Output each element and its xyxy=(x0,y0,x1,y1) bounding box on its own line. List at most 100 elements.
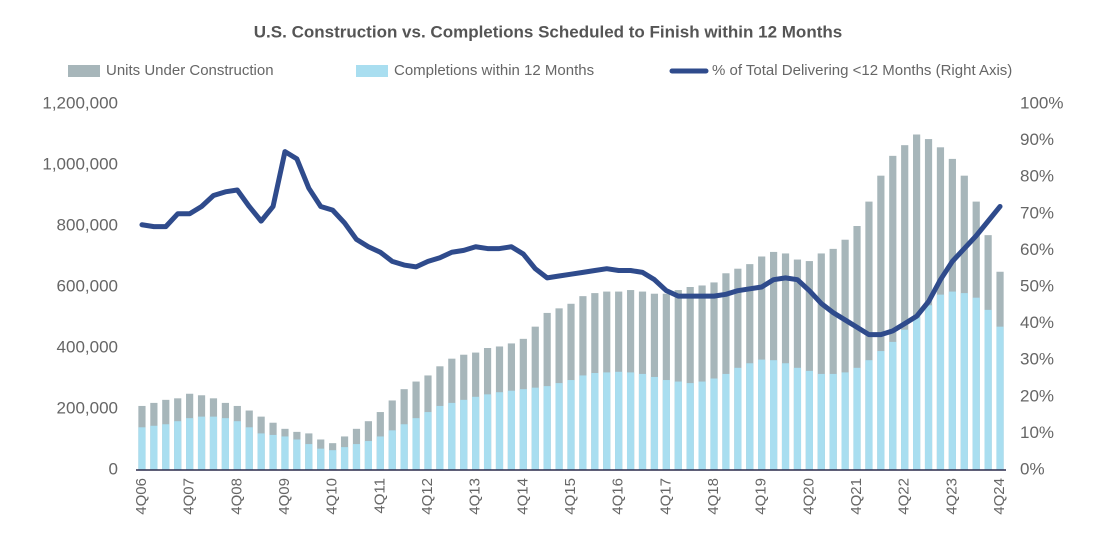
bar xyxy=(972,297,980,470)
bar xyxy=(281,436,289,470)
bar xyxy=(924,305,933,470)
y-tick-label: 0 xyxy=(109,459,118,478)
y2-tick-label: 50% xyxy=(1020,276,1054,295)
bar xyxy=(722,273,730,470)
y2-tick-label: 80% xyxy=(1020,167,1054,186)
bar xyxy=(948,291,956,470)
x-tick-label: 4Q11 xyxy=(371,478,388,514)
bar xyxy=(793,259,802,470)
bar xyxy=(722,373,730,470)
bar xyxy=(686,287,694,470)
legend-swatch xyxy=(356,65,388,77)
x-tick-label: 4Q20 xyxy=(800,478,817,515)
bar xyxy=(543,386,551,470)
y2-tick-label: 100% xyxy=(1020,93,1063,112)
bar xyxy=(781,363,790,470)
bar xyxy=(317,448,325,470)
y-tick-label: 800,000 xyxy=(57,215,118,234)
bar xyxy=(197,416,206,470)
bar xyxy=(174,421,182,470)
y2-tick-label: 40% xyxy=(1020,313,1054,332)
bar xyxy=(436,405,444,470)
bar xyxy=(507,390,516,470)
bar xyxy=(853,367,861,470)
x-tick-label: 4Q09 xyxy=(276,478,293,515)
y-tick-label: 200,000 xyxy=(57,398,118,417)
bar xyxy=(901,145,909,471)
bar xyxy=(531,387,539,470)
bar xyxy=(674,381,682,470)
bar xyxy=(793,367,802,470)
bar xyxy=(352,444,361,470)
x-tick-label: 4Q07 xyxy=(181,478,198,515)
bar xyxy=(186,418,194,470)
bar xyxy=(472,396,480,470)
bar xyxy=(591,373,599,470)
y2-tick-label: 30% xyxy=(1020,350,1054,369)
bar xyxy=(829,373,837,470)
legend-swatch xyxy=(68,65,100,77)
bar xyxy=(329,450,337,470)
bar xyxy=(579,375,587,470)
line xyxy=(139,149,1003,338)
bar xyxy=(638,373,647,470)
bar xyxy=(877,351,885,470)
bar xyxy=(233,421,241,470)
bar xyxy=(698,381,706,470)
bar xyxy=(138,427,146,470)
bar xyxy=(293,439,301,470)
bar xyxy=(519,389,527,470)
bar xyxy=(412,418,420,470)
bar xyxy=(781,253,790,470)
bar xyxy=(889,155,897,470)
bar xyxy=(567,380,575,470)
bar xyxy=(865,360,873,470)
bar xyxy=(603,372,611,470)
bar xyxy=(150,425,158,470)
bar xyxy=(913,317,921,470)
bar xyxy=(257,433,265,470)
x-tick-label: 4Q24 xyxy=(991,478,1008,515)
bar xyxy=(841,372,849,470)
x-tick-label: 4Q08 xyxy=(228,478,245,515)
x-tick-label: 4Q13 xyxy=(467,478,484,515)
y2-tick-label: 70% xyxy=(1020,203,1054,222)
bar xyxy=(388,430,396,470)
bar xyxy=(305,444,313,470)
bar xyxy=(829,248,837,470)
y-tick-label: 1,200,000 xyxy=(42,93,118,112)
bar xyxy=(340,447,349,470)
bar xyxy=(221,418,229,470)
bar xyxy=(996,326,1004,470)
bar xyxy=(936,294,945,470)
y2-tick-label: 90% xyxy=(1020,130,1054,149)
bar xyxy=(805,370,813,470)
bar xyxy=(913,134,921,470)
x-tick-label: 4Q22 xyxy=(896,478,913,515)
bar xyxy=(960,293,968,470)
bar xyxy=(376,436,384,470)
bar xyxy=(555,383,563,470)
y-tick-label: 1,000,000 xyxy=(42,154,118,173)
bar xyxy=(424,412,432,470)
bar xyxy=(495,392,504,470)
bar xyxy=(615,371,623,470)
bar xyxy=(889,341,897,470)
x-tick-label: 4Q14 xyxy=(514,478,531,515)
y2-tick-label: 0% xyxy=(1020,459,1045,478)
bar xyxy=(626,372,635,470)
bar xyxy=(984,309,992,470)
x-tick-label: 4Q17 xyxy=(657,478,674,515)
bar xyxy=(245,427,253,470)
x-tick-label: 4Q19 xyxy=(753,478,770,515)
bar xyxy=(269,434,277,470)
x-tick-label: 4Q12 xyxy=(419,478,436,515)
bar xyxy=(400,424,408,470)
legend-label: Units Under Construction xyxy=(106,62,274,79)
y-tick-label: 400,000 xyxy=(57,337,118,356)
x-tick-label: 4Q23 xyxy=(943,478,960,515)
bar xyxy=(758,359,766,470)
bar xyxy=(460,399,468,470)
x-tick-label: 4Q21 xyxy=(848,478,865,515)
